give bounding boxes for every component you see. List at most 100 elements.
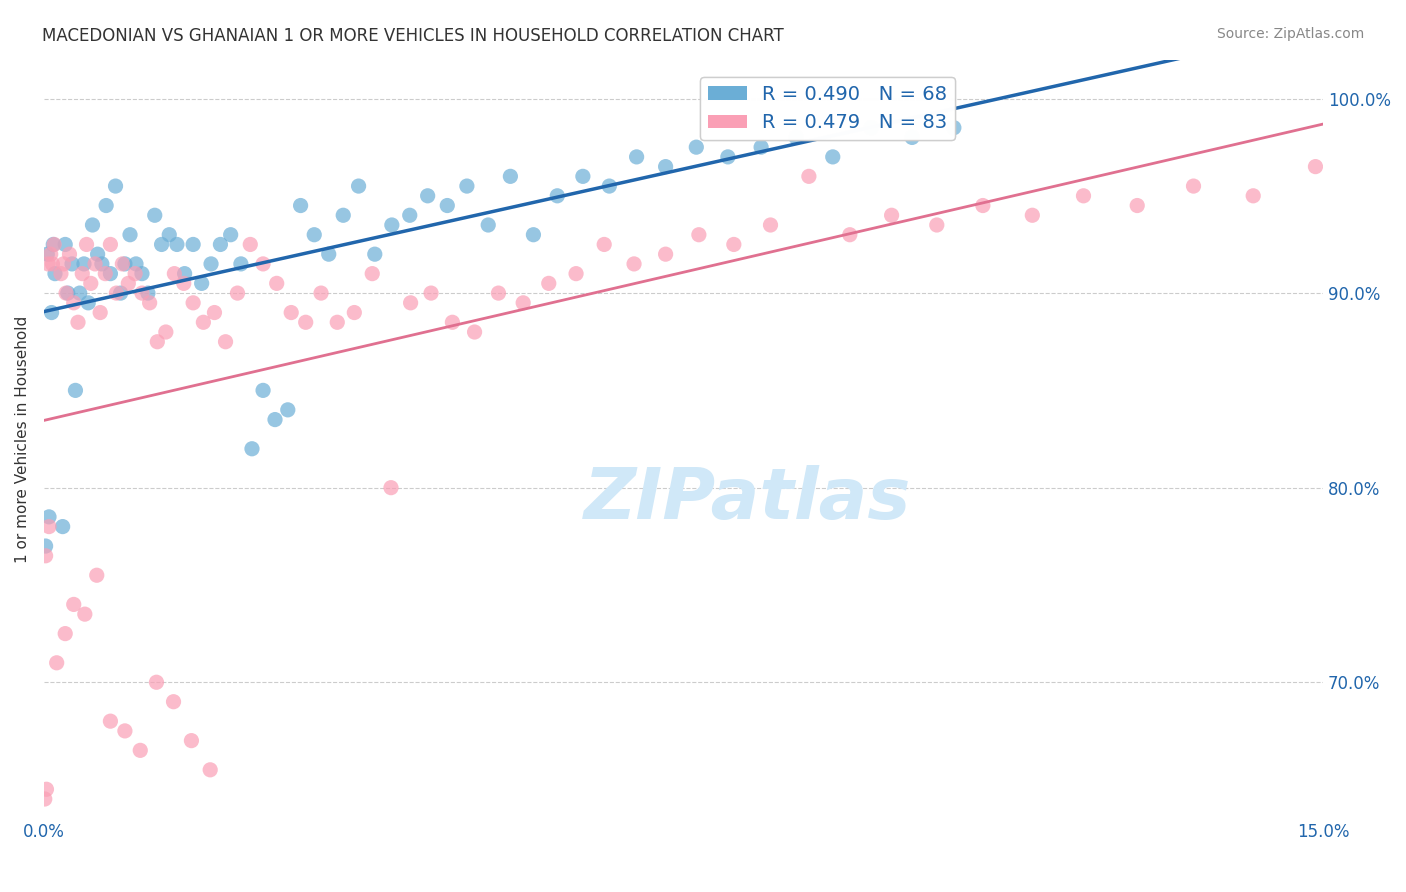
Point [84,257,107,271]
Point [34,549,56,563]
Point [180,733,202,747]
Point [522,227,544,242]
Point [785,130,807,145]
Point [131,267,153,281]
Point [972,198,994,212]
Point [598,179,620,194]
Point [456,179,478,194]
Point [797,169,820,184]
Point [38,519,60,533]
Point [685,140,707,154]
Point [654,247,676,261]
Point [302,227,325,242]
Point [104,179,127,194]
Point [89,305,111,319]
Point [499,169,522,184]
Point [717,150,740,164]
Point [100,714,122,728]
Point [343,305,366,319]
Point [53,237,76,252]
Point [572,169,595,184]
Point [190,277,212,291]
Point [56,286,79,301]
Point [277,402,299,417]
Point [229,257,252,271]
Point [332,208,354,222]
Point [1305,160,1327,174]
Point [181,295,204,310]
Point [1021,208,1043,222]
Point [34,792,56,806]
Point [623,257,645,271]
Point [280,305,302,319]
Point [219,227,242,242]
Point [37,257,59,271]
Point [44,267,66,281]
Point [1241,189,1264,203]
Point [118,227,141,242]
Point [86,247,108,261]
Point [155,325,177,339]
Point [52,257,75,271]
Point [66,315,89,329]
Point [100,267,122,281]
Point [901,130,924,145]
Point [537,277,560,291]
Point [565,267,588,281]
Point [381,218,404,232]
Point [380,481,402,495]
Point [110,286,132,301]
Point [326,315,349,329]
Point [73,607,96,622]
Point [42,237,65,252]
Point [138,295,160,310]
Point [290,198,312,212]
Text: MACEDONIAN VS GHANAIAN 1 OR MORE VEHICLES IN HOUSEHOLD CORRELATION CHART: MACEDONIAN VS GHANAIAN 1 OR MORE VEHICLE… [42,27,785,45]
Point [512,295,534,310]
Point [198,763,221,777]
Point [309,286,332,301]
Point [252,384,274,398]
Point [240,442,263,456]
Point [163,267,186,281]
Y-axis label: 1 or more Vehicles in Household: 1 or more Vehicles in Household [15,316,30,563]
Point [226,286,249,301]
Point [200,257,222,271]
Point [39,247,62,261]
Point [41,257,63,271]
Point [749,140,772,154]
Point [436,198,458,212]
Point [723,237,745,252]
Point [654,160,676,174]
Point [69,286,91,301]
Point [347,179,370,194]
Point [488,286,510,301]
Point [62,295,84,310]
Point [125,257,148,271]
Point [52,519,75,533]
Point [464,325,486,339]
Point [157,227,180,242]
Point [37,247,59,261]
Point [45,656,67,670]
Point [593,237,616,252]
Point [129,743,152,757]
Point [821,150,844,164]
Point [294,315,316,329]
Point [193,315,215,329]
Point [131,286,153,301]
Point [364,247,387,261]
Point [626,150,648,164]
Legend: R = 0.490   N = 68, R = 0.479   N = 83: R = 0.490 N = 68, R = 0.479 N = 83 [700,77,955,140]
Point [117,277,139,291]
Point [1126,198,1149,212]
Point [266,277,288,291]
Point [398,208,420,222]
Point [399,295,422,310]
Text: ZIPatlas: ZIPatlas [583,466,911,534]
Point [546,189,568,203]
Point [416,189,439,203]
Point [49,267,72,281]
Point [94,267,117,281]
Point [162,695,184,709]
